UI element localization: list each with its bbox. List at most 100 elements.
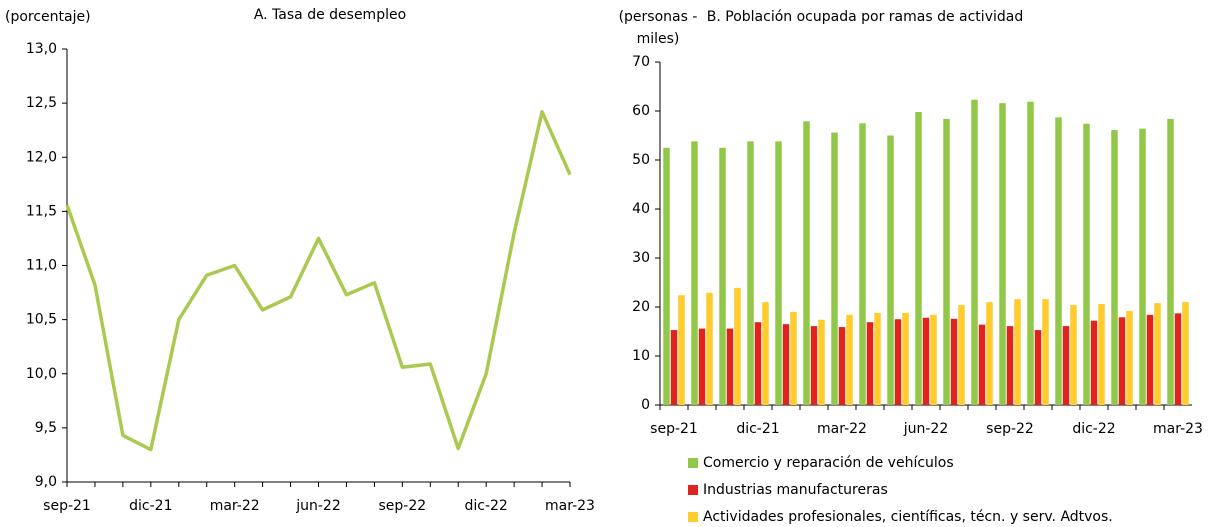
bar (838, 327, 846, 405)
bar (803, 121, 810, 405)
bar (831, 132, 838, 405)
bar (747, 141, 754, 405)
bar (1014, 299, 1021, 405)
bar (706, 292, 713, 405)
y-tick-label: 12,0 (26, 149, 57, 165)
bar (930, 314, 937, 405)
bar (818, 319, 825, 405)
bar (1034, 330, 1042, 405)
bar (1083, 123, 1090, 406)
bar (887, 135, 894, 405)
x-tick-label: mar-22 (817, 421, 867, 437)
bar (978, 324, 986, 405)
legend-label: Comercio y reparación de vehículos (703, 455, 954, 471)
y-tick-label: 50 (632, 152, 650, 168)
bar (950, 318, 958, 405)
y-tick-label: 13,0 (26, 41, 57, 57)
bar (1167, 118, 1174, 405)
x-tick-label: sep-22 (378, 498, 426, 514)
bar (958, 305, 965, 405)
bar (775, 141, 782, 405)
bar (943, 118, 950, 405)
bar (902, 312, 909, 405)
bar (698, 328, 706, 405)
bar (1118, 317, 1126, 405)
x-tick-label: dic-22 (464, 498, 507, 514)
bar (1062, 326, 1070, 405)
x-tick-label: jun-22 (295, 498, 341, 514)
y-axis-label: (personas - miles) (618, 9, 698, 47)
bar (971, 99, 978, 405)
legend-swatch (688, 458, 698, 468)
bar (1182, 302, 1189, 405)
bar (1098, 304, 1105, 405)
bar (859, 123, 866, 405)
bar (762, 302, 769, 405)
legend-swatch (688, 512, 698, 522)
chart-title: A. Tasa de desempleo (254, 7, 406, 23)
bar (790, 311, 797, 405)
y-tick-label: 0 (641, 397, 650, 413)
bar (1090, 320, 1098, 405)
bar (1174, 313, 1182, 405)
bar (1055, 117, 1062, 406)
legend-swatch (688, 485, 698, 495)
x-tick-label: mar-22 (210, 498, 260, 514)
y-tick-label: 40 (632, 201, 650, 217)
x-tick-label: dic-21 (736, 421, 779, 437)
x-tick-label: mar-23 (1153, 421, 1203, 437)
legend-label: Industrias manufactureras (703, 482, 888, 498)
bar (782, 324, 790, 405)
chart-title: B. Población ocupada por ramas de activi… (707, 9, 1023, 25)
x-tick-label: dic-21 (129, 498, 172, 514)
y-tick-label: 10 (632, 348, 650, 364)
bar (1126, 310, 1133, 405)
bar (1027, 101, 1034, 405)
bar (999, 103, 1006, 405)
bar (1042, 299, 1049, 405)
bar (663, 147, 670, 405)
bar (1070, 305, 1077, 405)
bar (734, 287, 741, 405)
x-tick-label: sep-21 (43, 498, 91, 514)
y-tick-label: 11,5 (26, 203, 57, 219)
bar (1154, 303, 1161, 405)
x-tick-label: mar-23 (545, 498, 595, 514)
bar (874, 312, 881, 405)
y-tick-label: 10,0 (26, 366, 57, 382)
bar (866, 322, 874, 405)
y-axis-label: (porcentaje) (5, 9, 91, 25)
x-tick-label: jun-22 (903, 421, 949, 437)
bar (1139, 128, 1146, 405)
bar (922, 317, 930, 405)
bar (810, 326, 818, 405)
bar (846, 314, 853, 405)
y-tick-label: 20 (632, 299, 650, 315)
y-tick-label: 70 (632, 54, 650, 70)
y-tick-label: 12,5 (26, 95, 57, 111)
bar (691, 141, 698, 405)
x-tick-label: sep-22 (986, 421, 1034, 437)
y-tick-label: 10,5 (26, 312, 57, 328)
bar (754, 322, 762, 405)
bar (719, 147, 726, 405)
legend-label: Actividades profesionales, científicas, … (703, 509, 1113, 525)
bar (915, 111, 922, 405)
y-tick-label: 9,0 (35, 474, 57, 490)
bar (986, 302, 993, 405)
y-tick-label: 9,5 (35, 420, 57, 436)
line (65, 110, 572, 452)
y-tick-label: 60 (632, 103, 650, 119)
x-tick-label: sep-21 (650, 421, 698, 437)
y-tick-label: 30 (632, 250, 650, 266)
bar (1146, 314, 1154, 405)
bar (678, 295, 685, 405)
bar (894, 319, 902, 405)
x-tick-label: dic-22 (1072, 421, 1115, 437)
y-tick-label: 11,0 (26, 258, 57, 274)
bar (1006, 326, 1014, 405)
bar (1111, 130, 1118, 406)
bar (726, 328, 734, 405)
